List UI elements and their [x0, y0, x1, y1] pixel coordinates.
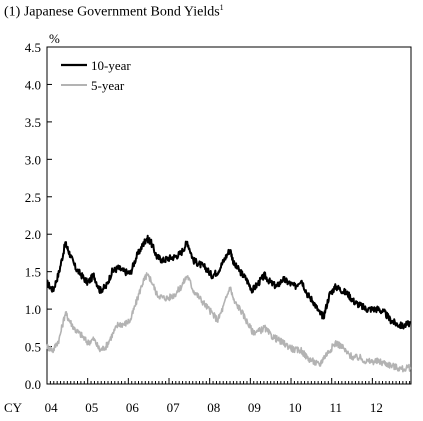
- x-tick-label: 09: [248, 400, 261, 415]
- x-tick-label: 12: [370, 400, 383, 415]
- plot-frame: [46, 46, 412, 385]
- x-tick-label: 08: [207, 400, 220, 415]
- y-tick-label: 3.5: [25, 115, 41, 130]
- y-tick-label: 0.0: [25, 377, 41, 392]
- y-tick-label: 4.5: [25, 40, 41, 55]
- series-lines: [46, 234, 412, 373]
- x-tick-label: 04: [45, 400, 59, 415]
- x-axis-label: CY: [4, 400, 23, 415]
- x-tick-label: 05: [85, 400, 98, 415]
- series-line-five-year: [46, 272, 412, 373]
- y-tick-label: 3.0: [25, 152, 41, 167]
- x-tick-label: 06: [126, 400, 140, 415]
- y-tick-label: 1.0: [25, 302, 41, 317]
- series-line-ten-year: [46, 234, 412, 330]
- x-axis: 04 05 06 07 08 09 10 11 12: [45, 378, 411, 415]
- y-tick-label: 4.0: [25, 77, 41, 92]
- chart-title-text: (1) Japanese Government Bond Yields: [4, 4, 220, 20]
- y-axis: 0.0 0.5 1.0 1.5 2.0 2.5 3.0 3.5 4.0 4.5: [25, 40, 52, 392]
- x-tick-label: 11: [329, 400, 342, 415]
- legend-label: 5-year: [91, 78, 125, 93]
- x-tick-label: 10: [289, 400, 302, 415]
- chart-title: (1) Japanese Government Bond Yields1: [4, 3, 224, 21]
- legend: 10-year 5-year: [61, 58, 131, 93]
- chart-title-footnote: 1: [219, 3, 224, 12]
- y-tick-label: 1.5: [25, 265, 41, 280]
- legend-label: 10-year: [91, 58, 131, 73]
- y-tick-label: 2.0: [25, 227, 41, 242]
- y-tick-label: 2.5: [25, 190, 41, 205]
- x-tick-label: 07: [167, 400, 181, 415]
- y-axis-unit-label: %: [49, 31, 60, 46]
- y-tick-label: 0.5: [25, 340, 41, 355]
